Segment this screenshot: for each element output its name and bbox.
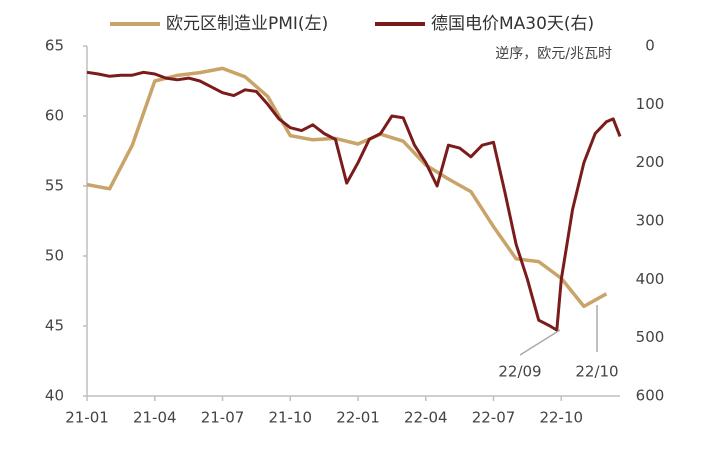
x-tick-label: 21-01 bbox=[65, 409, 109, 427]
x-tick-label: 21-04 bbox=[133, 409, 177, 427]
y2-tick-label: 400 bbox=[636, 270, 665, 288]
y-tick-label: 65 bbox=[45, 37, 64, 55]
y-tick-label: 40 bbox=[45, 387, 64, 405]
annotation: 22/10 bbox=[575, 363, 618, 381]
y-tick-label: 45 bbox=[45, 317, 64, 335]
x-tick-label: 22-10 bbox=[539, 409, 583, 427]
y-tick-label: 55 bbox=[45, 177, 64, 195]
legend-label: 德国电价MA30天(右) bbox=[431, 14, 594, 34]
y2-axis-label: 逆序，欧元/兆瓦时 bbox=[495, 46, 612, 62]
y2-tick-label: 600 bbox=[636, 387, 665, 405]
x-tick-label: 21-10 bbox=[268, 409, 312, 427]
annotation-leader bbox=[519, 329, 561, 356]
y2-tick-label: 200 bbox=[636, 153, 665, 171]
y2-tick-label: 300 bbox=[636, 212, 665, 230]
y-tick-label: 50 bbox=[45, 247, 64, 265]
y2-tick-label: 500 bbox=[636, 328, 665, 346]
y2-tick-label: 100 bbox=[636, 95, 665, 113]
annotation: 22/09 bbox=[498, 363, 541, 381]
legend-label: 欧元区制造业PMI(左) bbox=[166, 14, 328, 34]
y2-tick-label: 0 bbox=[645, 37, 655, 55]
y-tick-label: 60 bbox=[45, 107, 64, 125]
series-line bbox=[86, 66, 608, 309]
x-tick-label: 21-07 bbox=[201, 409, 245, 427]
x-tick-label: 22-01 bbox=[336, 409, 380, 427]
x-tick-label: 22-07 bbox=[472, 409, 516, 427]
x-tick-label: 22-04 bbox=[404, 409, 448, 427]
series-line bbox=[86, 70, 622, 332]
